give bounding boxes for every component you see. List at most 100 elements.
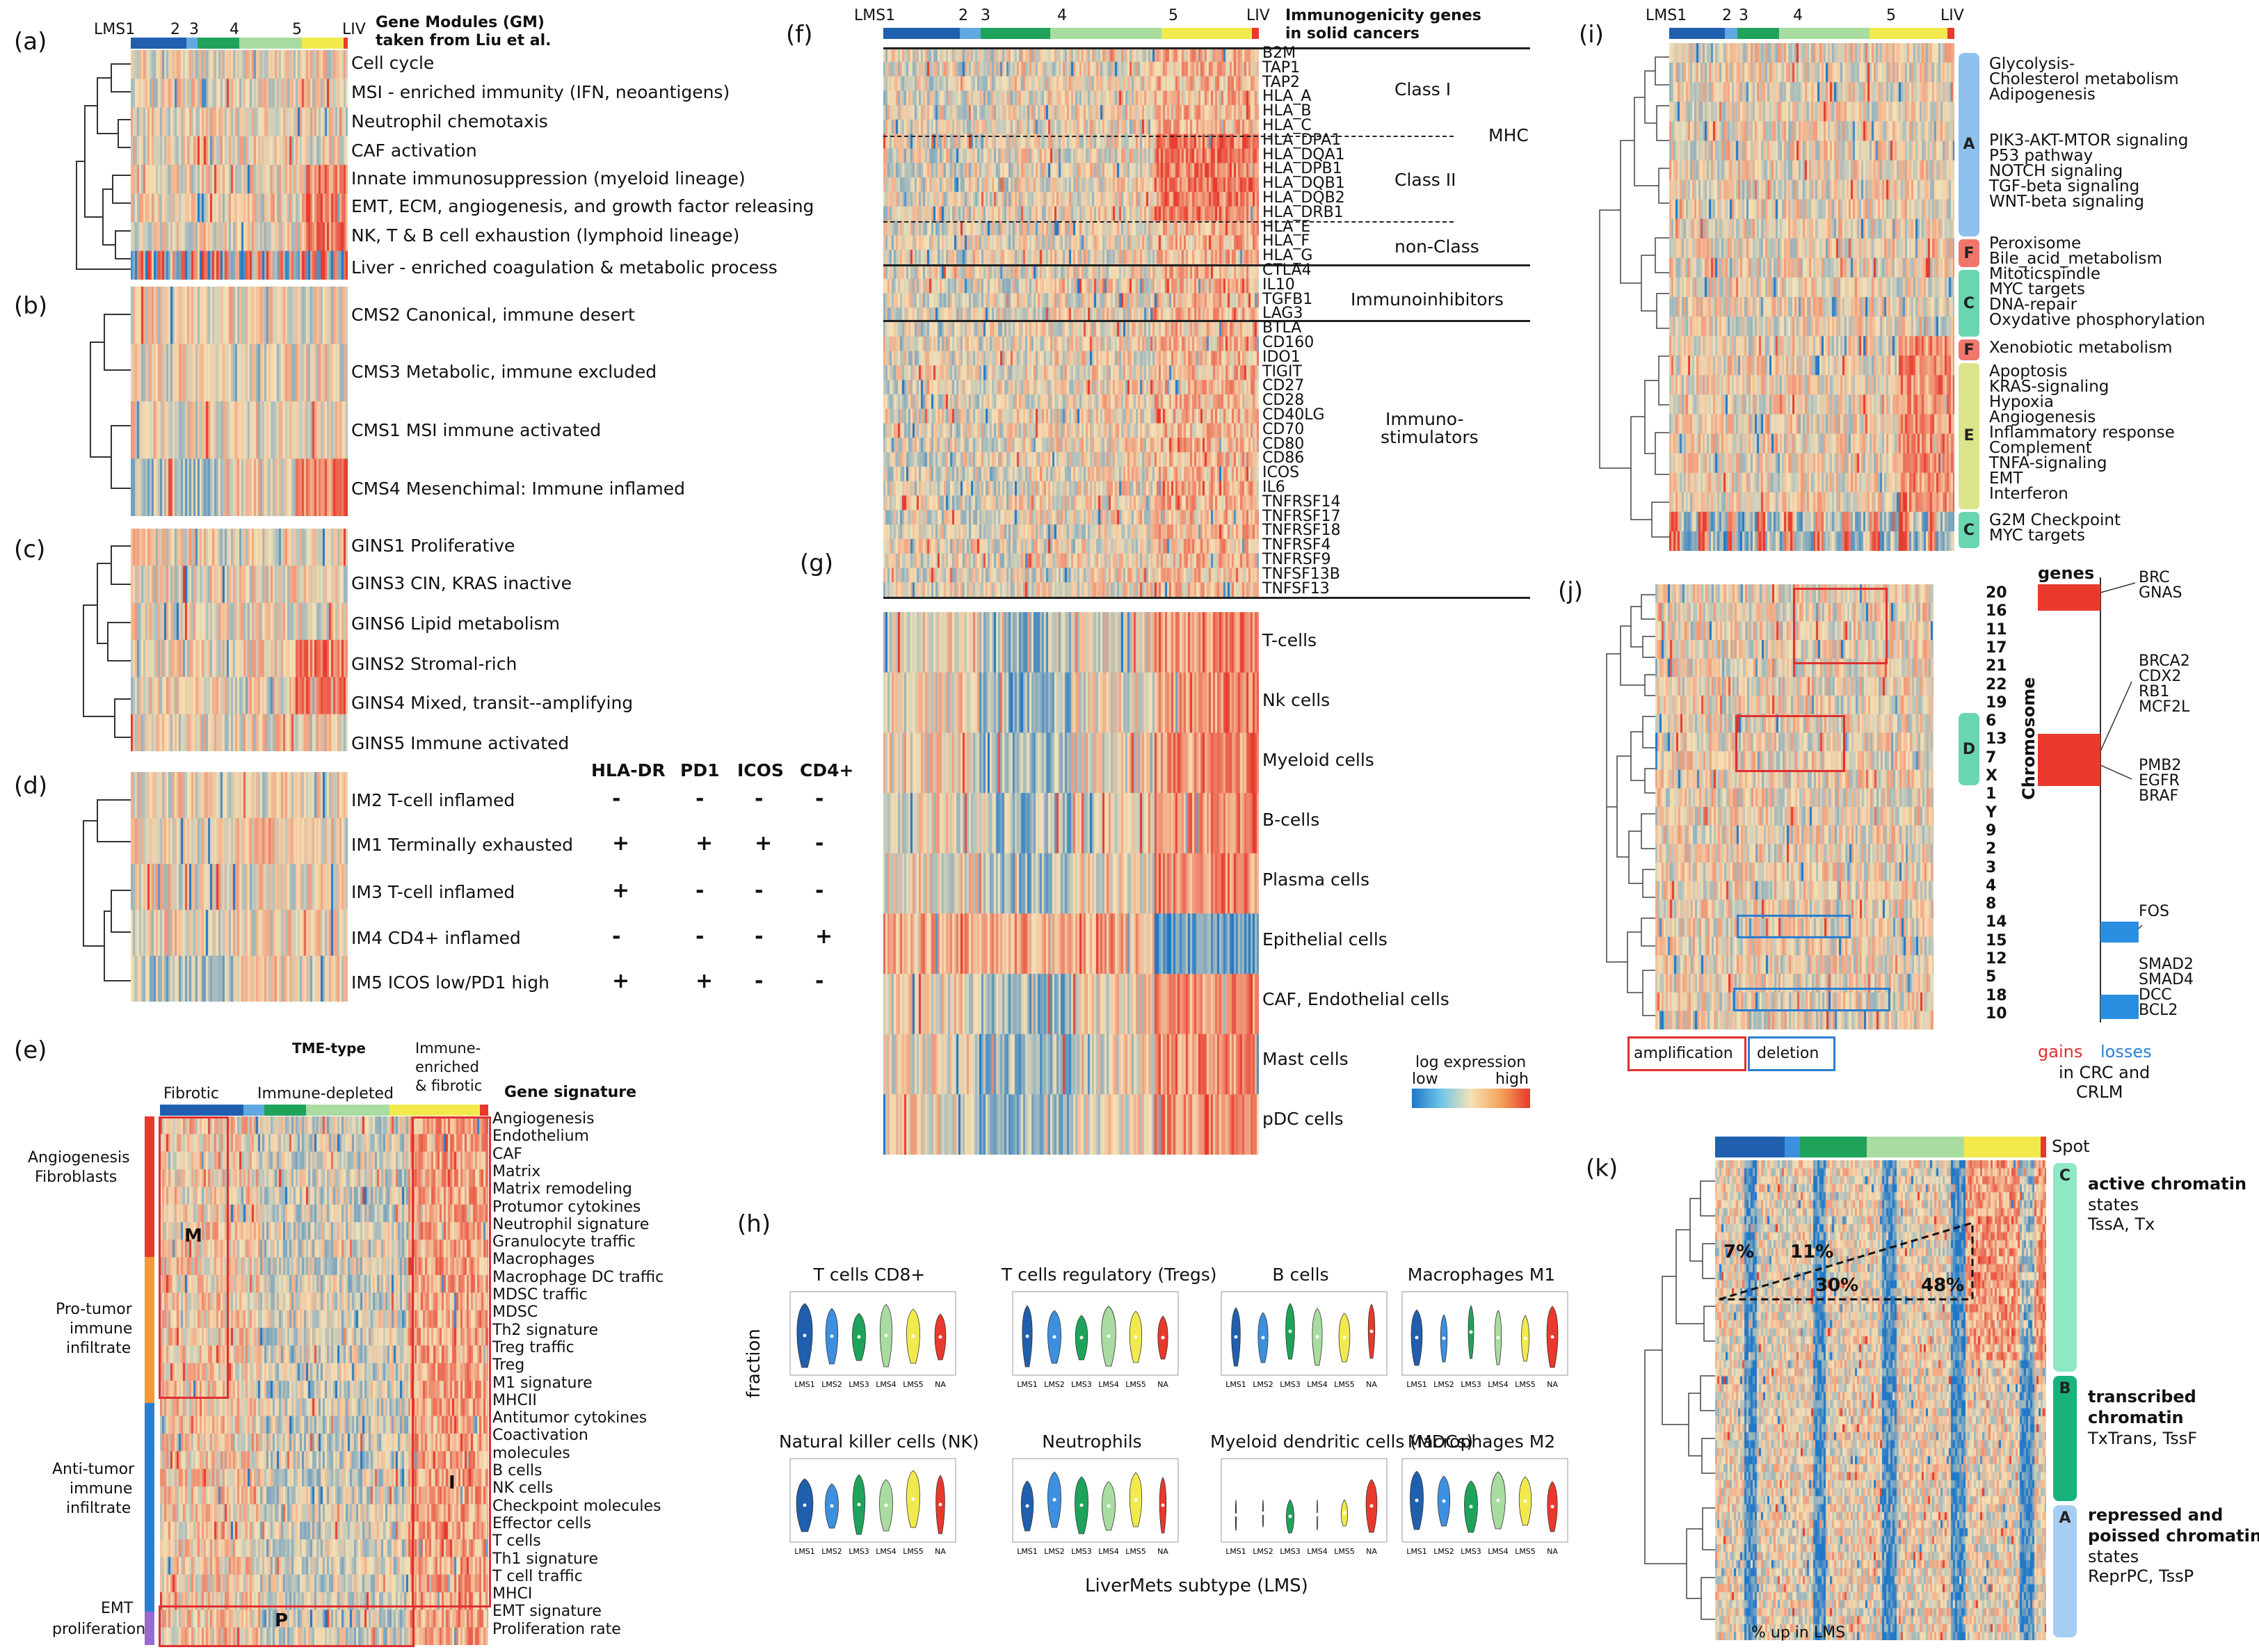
gene-row: TNFRSF14 xyxy=(1262,492,1341,511)
violin-xtick: LMS1 xyxy=(794,1380,815,1389)
gene-row: B2M xyxy=(1262,45,1296,62)
violin-median xyxy=(911,1334,915,1338)
hallmark-row: Interferon xyxy=(1989,485,2068,503)
gene-row: TGFB1 xyxy=(1262,290,1313,308)
violin-plot: T cells regulatory (Tregs) LMS1 LMS2 LMS3 LM… xyxy=(1002,1266,1217,1405)
violin-title: Macrophages M2 xyxy=(1407,1432,1556,1452)
f-lms-liv: LIV xyxy=(1246,7,1270,24)
violin-xtick: LMS1 xyxy=(794,1547,815,1556)
gins-row: GINS2 Stromal-rich xyxy=(351,654,517,674)
violin-xtick: LMS4 xyxy=(1098,1547,1119,1556)
violin-median xyxy=(1261,1511,1265,1515)
chromosome-row: 6 xyxy=(1986,712,1997,730)
violin-xtick: LMS2 xyxy=(1044,1380,1065,1389)
gins-row: GINS1 Proliferative xyxy=(351,536,515,556)
im-row: IM5 ICOS low/PD1 high xyxy=(351,972,549,993)
violin-xtick: LMS3 xyxy=(1071,1547,1092,1556)
group-antitumor-3: infiltrate xyxy=(66,1500,131,1517)
f-rule-bottom xyxy=(883,597,1530,599)
hallmark-row: G2M Checkpoint xyxy=(1989,511,2121,529)
cna-gene: CDX2 xyxy=(2139,668,2182,685)
violin-median xyxy=(1107,1334,1111,1338)
i-tag-a: A xyxy=(1963,136,1975,153)
chromosome-row: 13 xyxy=(1986,730,2007,748)
panel-c-dendrogram xyxy=(83,545,131,738)
gene-row: IL10 xyxy=(1262,275,1295,294)
chromosome-row: 14 xyxy=(1986,913,2007,931)
legend-amplification: amplification xyxy=(1627,1036,1746,1071)
panel-k-label: (k) xyxy=(1586,1155,1618,1182)
signature-row: Treg traffic xyxy=(492,1338,574,1356)
gins-row: GINS5 Immune activated xyxy=(351,733,570,753)
violin-median xyxy=(830,1504,834,1508)
k-block-c xyxy=(2053,1163,2077,1372)
j-caption-2: CRLM xyxy=(2076,1082,2123,1102)
signature-row: Angiogenesis xyxy=(492,1110,595,1128)
j-chromosome-map xyxy=(2038,577,2142,1023)
violin-xtick: LMS1 xyxy=(1406,1547,1427,1556)
signature-row: Treg xyxy=(492,1356,525,1374)
violin-median xyxy=(1052,1498,1056,1502)
violin-xtick: LMS3 xyxy=(1071,1380,1092,1389)
violin-xtick: LMS5 xyxy=(1125,1547,1146,1556)
im-sign: + xyxy=(696,831,714,856)
lms-label-liv: LIV xyxy=(342,21,366,38)
violin-median xyxy=(1288,1514,1292,1518)
violin-xtick: LMS5 xyxy=(1515,1380,1536,1389)
violin-title: Natural killer cells (NK) xyxy=(779,1432,979,1452)
violin-median xyxy=(1315,1335,1319,1339)
chromosome-row: 17 xyxy=(1986,639,2007,657)
im-sign: - xyxy=(612,787,621,811)
violin-median xyxy=(1523,1336,1527,1340)
i-block-c1 xyxy=(1959,270,1979,337)
im-sign: - xyxy=(815,831,824,856)
violin-xtick: LMS3 xyxy=(1461,1547,1481,1556)
group-protumor-1: Pro-tumor xyxy=(56,1301,132,1318)
hallmark-row: Glycolysis- xyxy=(1989,55,2075,73)
chromosome-row: 8 xyxy=(1986,895,1997,913)
gm-row: NK, T & B cell exhaustion (lymphoid line… xyxy=(351,225,740,246)
k-block-a xyxy=(2053,1505,2077,1637)
im-sign: + xyxy=(612,969,630,993)
tme-fibrotic: Fibrotic xyxy=(163,1085,219,1102)
cell-type-row: Myeloid cells xyxy=(1262,750,1374,770)
im-sign: - xyxy=(755,879,764,903)
signature-row: Macrophages xyxy=(492,1251,595,1269)
violin-xtick: LMS4 xyxy=(1307,1547,1328,1556)
violin-median xyxy=(1550,1505,1554,1509)
violin-median xyxy=(857,1502,861,1507)
gene-row: CD27 xyxy=(1262,377,1305,395)
f-lms-3: 3 xyxy=(981,7,990,24)
signature-row: M1 signature xyxy=(492,1374,593,1392)
violin-median xyxy=(803,1333,807,1338)
chromosome-row: 11 xyxy=(1986,620,2007,639)
gm-row: EMT, ECM, angiogenesis, and growth facto… xyxy=(351,196,814,216)
box-i xyxy=(412,1116,491,1607)
group-protumor-3: infiltrate xyxy=(66,1340,131,1357)
signature-row: Th2 signature xyxy=(492,1321,599,1339)
signature-row: Effector cells xyxy=(492,1514,592,1532)
im-row: IM1 Terminally exhausted xyxy=(351,835,573,855)
violin-median xyxy=(1234,1335,1238,1339)
i-lms-liv: LIV xyxy=(1940,7,1964,24)
tme-enriched-2: enriched xyxy=(415,1059,479,1075)
i-block-c2 xyxy=(1959,512,1979,548)
lms-color-bar-a xyxy=(131,38,348,49)
hallmark-row: Peroxisome xyxy=(1989,234,2082,252)
k-xlabel: % up in LMS xyxy=(1751,1624,1846,1642)
signature-row: B cells xyxy=(492,1462,542,1479)
im-sign: + xyxy=(612,831,630,856)
violin-xtick: LMS1 xyxy=(1406,1380,1427,1389)
violin-xtick: LMS2 xyxy=(1253,1547,1273,1556)
gene-row: BTLA xyxy=(1262,319,1302,337)
hallmark-row: P53 pathway xyxy=(1989,147,2093,165)
panel-e-heatmap xyxy=(160,1116,488,1645)
violin-xtick: LMS1 xyxy=(1017,1547,1038,1556)
violin-median xyxy=(1415,1336,1419,1340)
violin-xtick: LMS4 xyxy=(876,1380,897,1389)
violin-median xyxy=(1288,1329,1292,1333)
hallmark-row: Apoptosis xyxy=(1989,362,2068,380)
im-sign: + xyxy=(696,969,714,993)
im-sign: - xyxy=(612,924,621,949)
signature-row: NK cells xyxy=(492,1479,554,1498)
